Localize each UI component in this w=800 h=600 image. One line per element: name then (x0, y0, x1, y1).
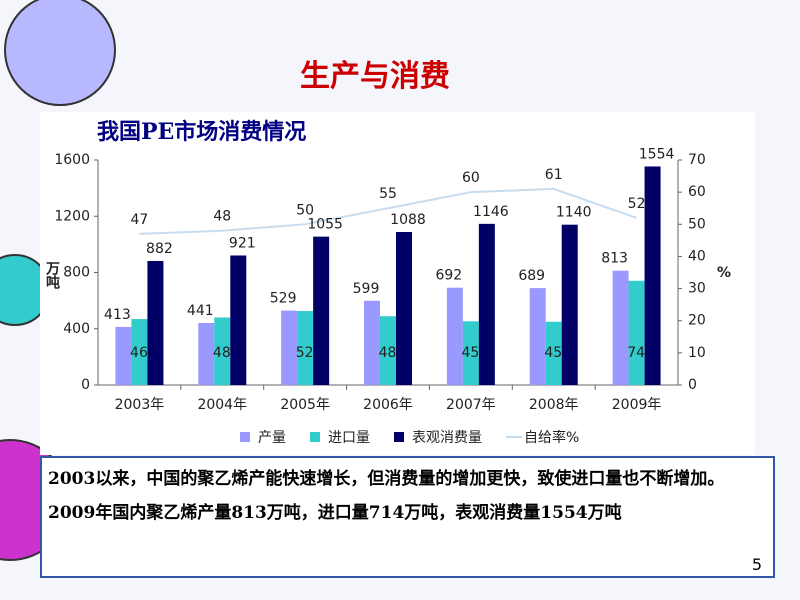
data-label: 599 (353, 281, 380, 297)
bar (380, 316, 396, 385)
data-label: 1554 (639, 146, 675, 162)
data-label: 882 (146, 241, 173, 257)
legend-swatch (394, 432, 404, 442)
x-tick-label: 2008年 (529, 397, 579, 413)
y2-tick-label: 70 (688, 152, 706, 168)
legend-label: 表观消费量 (412, 430, 482, 446)
bar (612, 270, 629, 385)
data-label: 413 (104, 307, 131, 323)
legend-swatch (310, 432, 320, 442)
bar (545, 321, 562, 385)
y2-tick-label: 50 (688, 216, 706, 232)
data-label: 529 (270, 291, 297, 307)
y-tick-label: 0 (81, 377, 90, 393)
x-tick-label: 2007年 (446, 397, 496, 413)
y2-tick-label: 10 (688, 345, 706, 361)
y2-tick-label: 40 (688, 248, 706, 264)
legend-label: 自给率% (524, 429, 579, 446)
y2-tick-label: 30 (688, 281, 706, 297)
data-label: 61 (545, 167, 563, 183)
x-tick-label: 2009年 (612, 397, 662, 413)
y-tick-label: 800 (63, 265, 90, 281)
data-label: 1055 (307, 217, 343, 233)
x-tick-label: 2006年 (363, 397, 413, 413)
bar (644, 166, 661, 385)
bar (313, 236, 330, 385)
note: 2003以来，中国的聚乙烯产能快速增长，但消费量的增加更快，致使进口量也不断增加… (40, 456, 775, 578)
data-label: 47 (131, 212, 149, 228)
data-label: 441 (187, 303, 214, 319)
y2-tick-label: 20 (688, 313, 706, 329)
bar (147, 260, 164, 385)
y-tick-label: 1200 (54, 208, 90, 224)
bar (478, 223, 495, 385)
bar (281, 310, 298, 385)
data-label: 55 (379, 186, 397, 202)
data-label: 813 (601, 251, 628, 267)
bar (628, 280, 645, 385)
y-tick-label: 400 (63, 321, 90, 337)
x-tick-label: 2004年 (197, 397, 247, 413)
legend-label: 产量 (258, 430, 286, 446)
bar (131, 319, 148, 385)
bar (297, 311, 314, 385)
y2-tick-label: 60 (688, 184, 706, 200)
y2-tick-label: 0 (688, 377, 697, 393)
x-tick-label: 2005年 (280, 397, 330, 413)
page-number: 5 (751, 555, 762, 574)
data-label: 60 (462, 170, 480, 186)
data-label: 689 (518, 268, 545, 284)
data-label: 1140 (556, 205, 592, 221)
data-label: 50 (296, 202, 314, 218)
bar (198, 322, 215, 385)
data-label: 52 (628, 196, 646, 212)
legend-swatch (240, 432, 250, 442)
bar (230, 255, 247, 385)
bar (561, 224, 578, 385)
y-axis-label: 万吨 (44, 261, 61, 290)
data-label: 1146 (473, 204, 509, 220)
data-label: 1088 (390, 212, 426, 228)
bar (446, 287, 463, 385)
legend-label: 进口量 (328, 430, 370, 446)
data-label: 921 (229, 235, 256, 251)
bar (115, 326, 132, 385)
data-label: 692 (435, 268, 462, 284)
bar (364, 300, 380, 385)
data-label: 48 (213, 209, 231, 225)
bar (529, 288, 546, 385)
bar (462, 321, 479, 385)
y2-axis-label: % (717, 265, 731, 281)
y-tick-label: 1600 (54, 152, 90, 168)
line (139, 187, 637, 235)
bar (396, 232, 412, 385)
x-tick-label: 2003年 (115, 397, 165, 413)
slide-title: 生产与消费 (300, 59, 450, 94)
bar (214, 317, 231, 385)
chart-title: 我国PE市场消费情况 (97, 119, 306, 145)
